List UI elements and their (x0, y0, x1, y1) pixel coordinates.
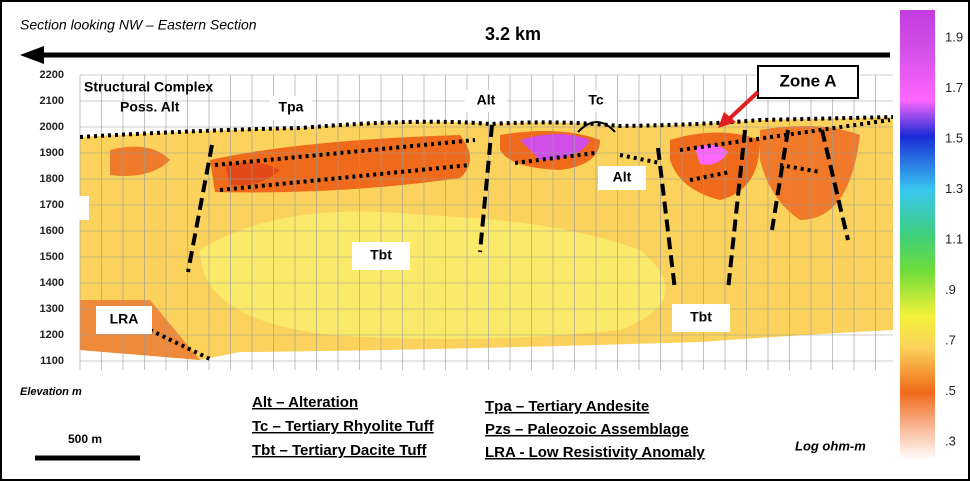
tick-label: 1500 (40, 251, 64, 263)
tick-label: 1800 (40, 173, 64, 185)
label-box (64, 196, 89, 220)
colorbar-tick-label: 1.9 (945, 29, 963, 44)
tick-label: 1700 (40, 199, 64, 211)
axis-label: Elevation m (20, 386, 82, 398)
label-box (575, 90, 617, 112)
legend-entry: Tpa – Tertiary Andesite (485, 398, 649, 415)
section-labels: Structural Complex Poss. Alt Tpa Alt Tc Alt Tb… (84, 79, 712, 327)
distance: 3.2 km (485, 24, 541, 44)
legend-entry: Pzs – Paleozoic Assemblage (485, 421, 689, 438)
colorbar-tick-label: 1.3 (945, 181, 963, 196)
label-box (270, 96, 312, 120)
tick-label: 1300 (40, 303, 64, 315)
legend-entry: Tc – Tertiary Rhyolite Tuff (252, 418, 435, 435)
section-label: Tbt (370, 247, 392, 263)
colorbar-ticks: 1.9 1.7 1.5 1.3 1.1 .9 .7 .5 .3 (945, 29, 963, 448)
resistivity-section (80, 117, 893, 360)
label-box (672, 304, 730, 332)
callout: Zone A (780, 71, 837, 90)
callout-box (757, 65, 859, 99)
structures (79, 115, 894, 362)
tick-label: 2100 (40, 95, 64, 107)
colorbar-tick-label: 1.7 (945, 80, 963, 95)
section-label: Tbt (690, 309, 712, 325)
label-box (96, 306, 152, 334)
title: Section looking NW – Eastern Section (20, 17, 257, 33)
label-box (598, 166, 646, 190)
legend-entry: Alt – Alteration (252, 394, 358, 411)
callout-arrow-head (718, 112, 736, 128)
colorbar-label: Log ohm-m (795, 438, 866, 453)
colorbar-tick-label: .7 (945, 332, 956, 347)
tick-label: 2200 (40, 69, 64, 81)
section-label: Tpa (279, 99, 304, 115)
tick-label: 1100 (40, 355, 64, 367)
colorbar (900, 10, 935, 460)
tick-label: 2000 (40, 121, 64, 133)
tick-label: 1900 (40, 147, 64, 159)
label-box (465, 90, 507, 112)
colorbar-tick-label: 1.5 (945, 130, 963, 145)
colorbar-tick-label: .3 (945, 433, 956, 448)
tick-label: 1600 (40, 225, 64, 237)
colorbar-tick-label: 1.1 (945, 231, 963, 246)
callout-arrow (726, 90, 760, 122)
section-label: Alt (477, 92, 496, 108)
section-label: Tc (588, 92, 604, 108)
elevation-ticks: 2200 2100 2000 1900 1800 1700 1600 1500 1400 1300… (40, 69, 64, 367)
section-label: Alt (613, 169, 632, 185)
tick-label: 1400 (40, 277, 64, 289)
legend-entry: Tbt – Tertiary Dacite Tuff (252, 442, 427, 459)
arrow-head (20, 46, 44, 64)
colorbar-tick-label: .9 (945, 282, 956, 297)
section-label: Structural Complex (84, 79, 213, 95)
scale-bar-label: 500 m (68, 432, 102, 446)
section-label: Poss. Alt (120, 99, 180, 115)
legend: Alt – Alteration Tc – Tertiary Rhyolite T… (252, 394, 705, 461)
colorbar-tick-label: .5 (945, 383, 956, 398)
legend-entry: LRA - Low Resistivity Anomaly (485, 444, 705, 461)
tick-label: 1200 (40, 329, 64, 341)
label-box (352, 242, 410, 270)
section-label: LRA (110, 311, 139, 327)
